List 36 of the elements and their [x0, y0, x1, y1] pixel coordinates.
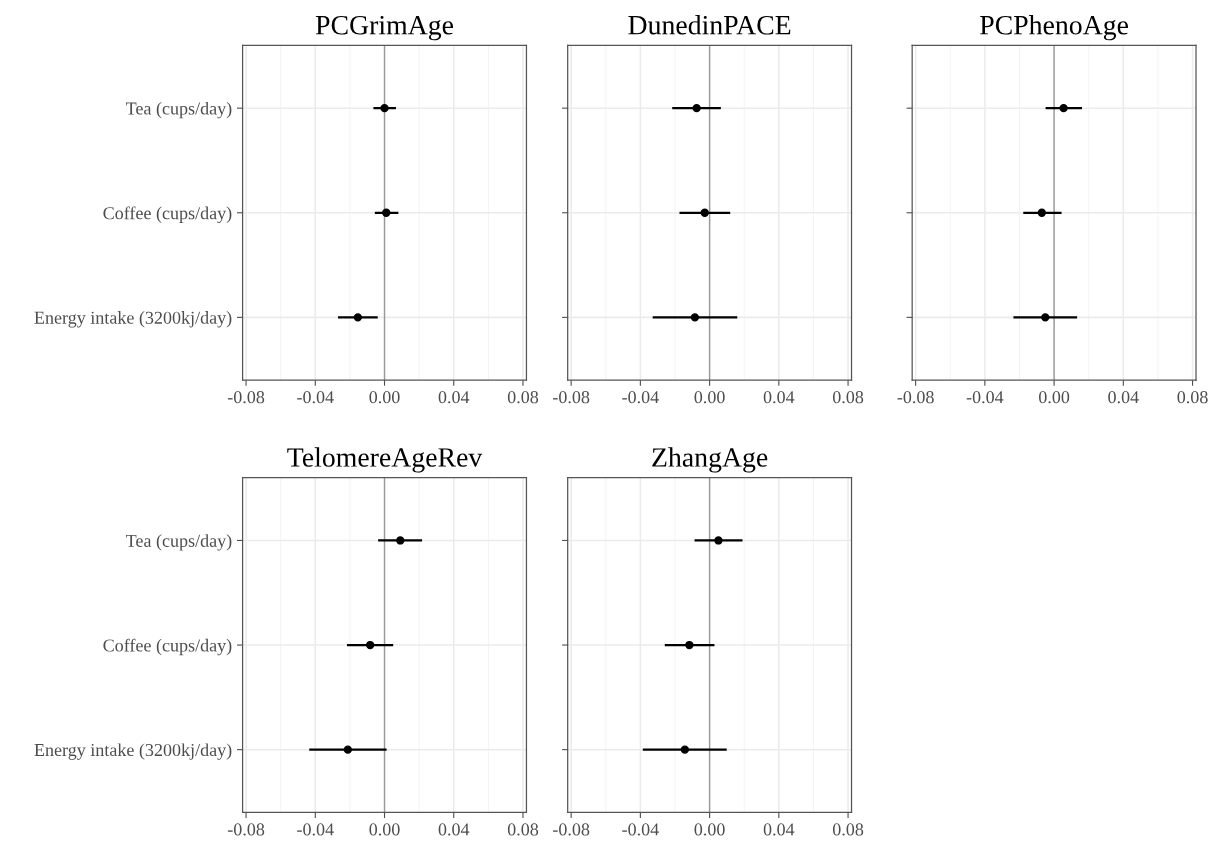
x-tick-label: -0.08 — [897, 391, 934, 404]
chart-title: PCPhenoAge — [980, 15, 1128, 41]
x-tick-label: 0.04 — [763, 823, 795, 836]
x-tick-label: 0.00 — [369, 823, 400, 836]
x-tick-label: -0.04 — [622, 391, 659, 404]
x-tick-label: 0.08 — [1177, 391, 1208, 404]
x-tick-label: 0.04 — [438, 391, 470, 404]
y-tick-label: Tea (cups/day) — [125, 534, 232, 551]
x-tick-label: 0.08 — [832, 391, 864, 404]
x-tick-label: 0.04 — [1108, 391, 1139, 404]
x-tick-label: -0.04 — [966, 391, 1004, 404]
x-tick-label: -0.08 — [553, 823, 590, 836]
x-tick-label: 0.00 — [1038, 391, 1070, 404]
x-tick-label: -0.04 — [297, 391, 334, 404]
x-tick-label: 0.04 — [438, 823, 470, 836]
chart-title: ZhangAge — [652, 447, 768, 473]
x-tick-label: 0.00 — [694, 823, 725, 836]
x-tick-label: -0.08 — [227, 391, 265, 404]
y-tick-label: Energy intake (3200kj/day) — [34, 743, 232, 760]
x-tick-label: 0.04 — [763, 391, 795, 404]
y-tick-label: Energy intake (3200kj/day) — [34, 311, 232, 328]
x-tick-label: -0.04 — [622, 823, 659, 836]
chart-title: PCGrimAge — [315, 15, 453, 41]
y-tick-label: Tea (cups/day) — [125, 101, 232, 119]
chart-title: DunedinPACE — [628, 15, 791, 35]
x-tick-label: 0.00 — [694, 391, 725, 404]
y-tick-label: Coffee (cups/day) — [103, 206, 232, 224]
chart-title: TelomereAgeRev — [287, 447, 483, 473]
x-tick-label: 0.08 — [832, 823, 864, 836]
x-tick-label: -0.08 — [553, 391, 590, 404]
y-tick-label: Coffee (cups/day) — [103, 638, 232, 656]
x-tick-label: 0.08 — [507, 823, 539, 836]
x-tick-label: 0.08 — [507, 391, 539, 404]
x-tick-label: -0.08 — [227, 823, 265, 836]
x-tick-label: -0.04 — [297, 823, 334, 836]
x-tick-label: 0.00 — [369, 391, 400, 404]
